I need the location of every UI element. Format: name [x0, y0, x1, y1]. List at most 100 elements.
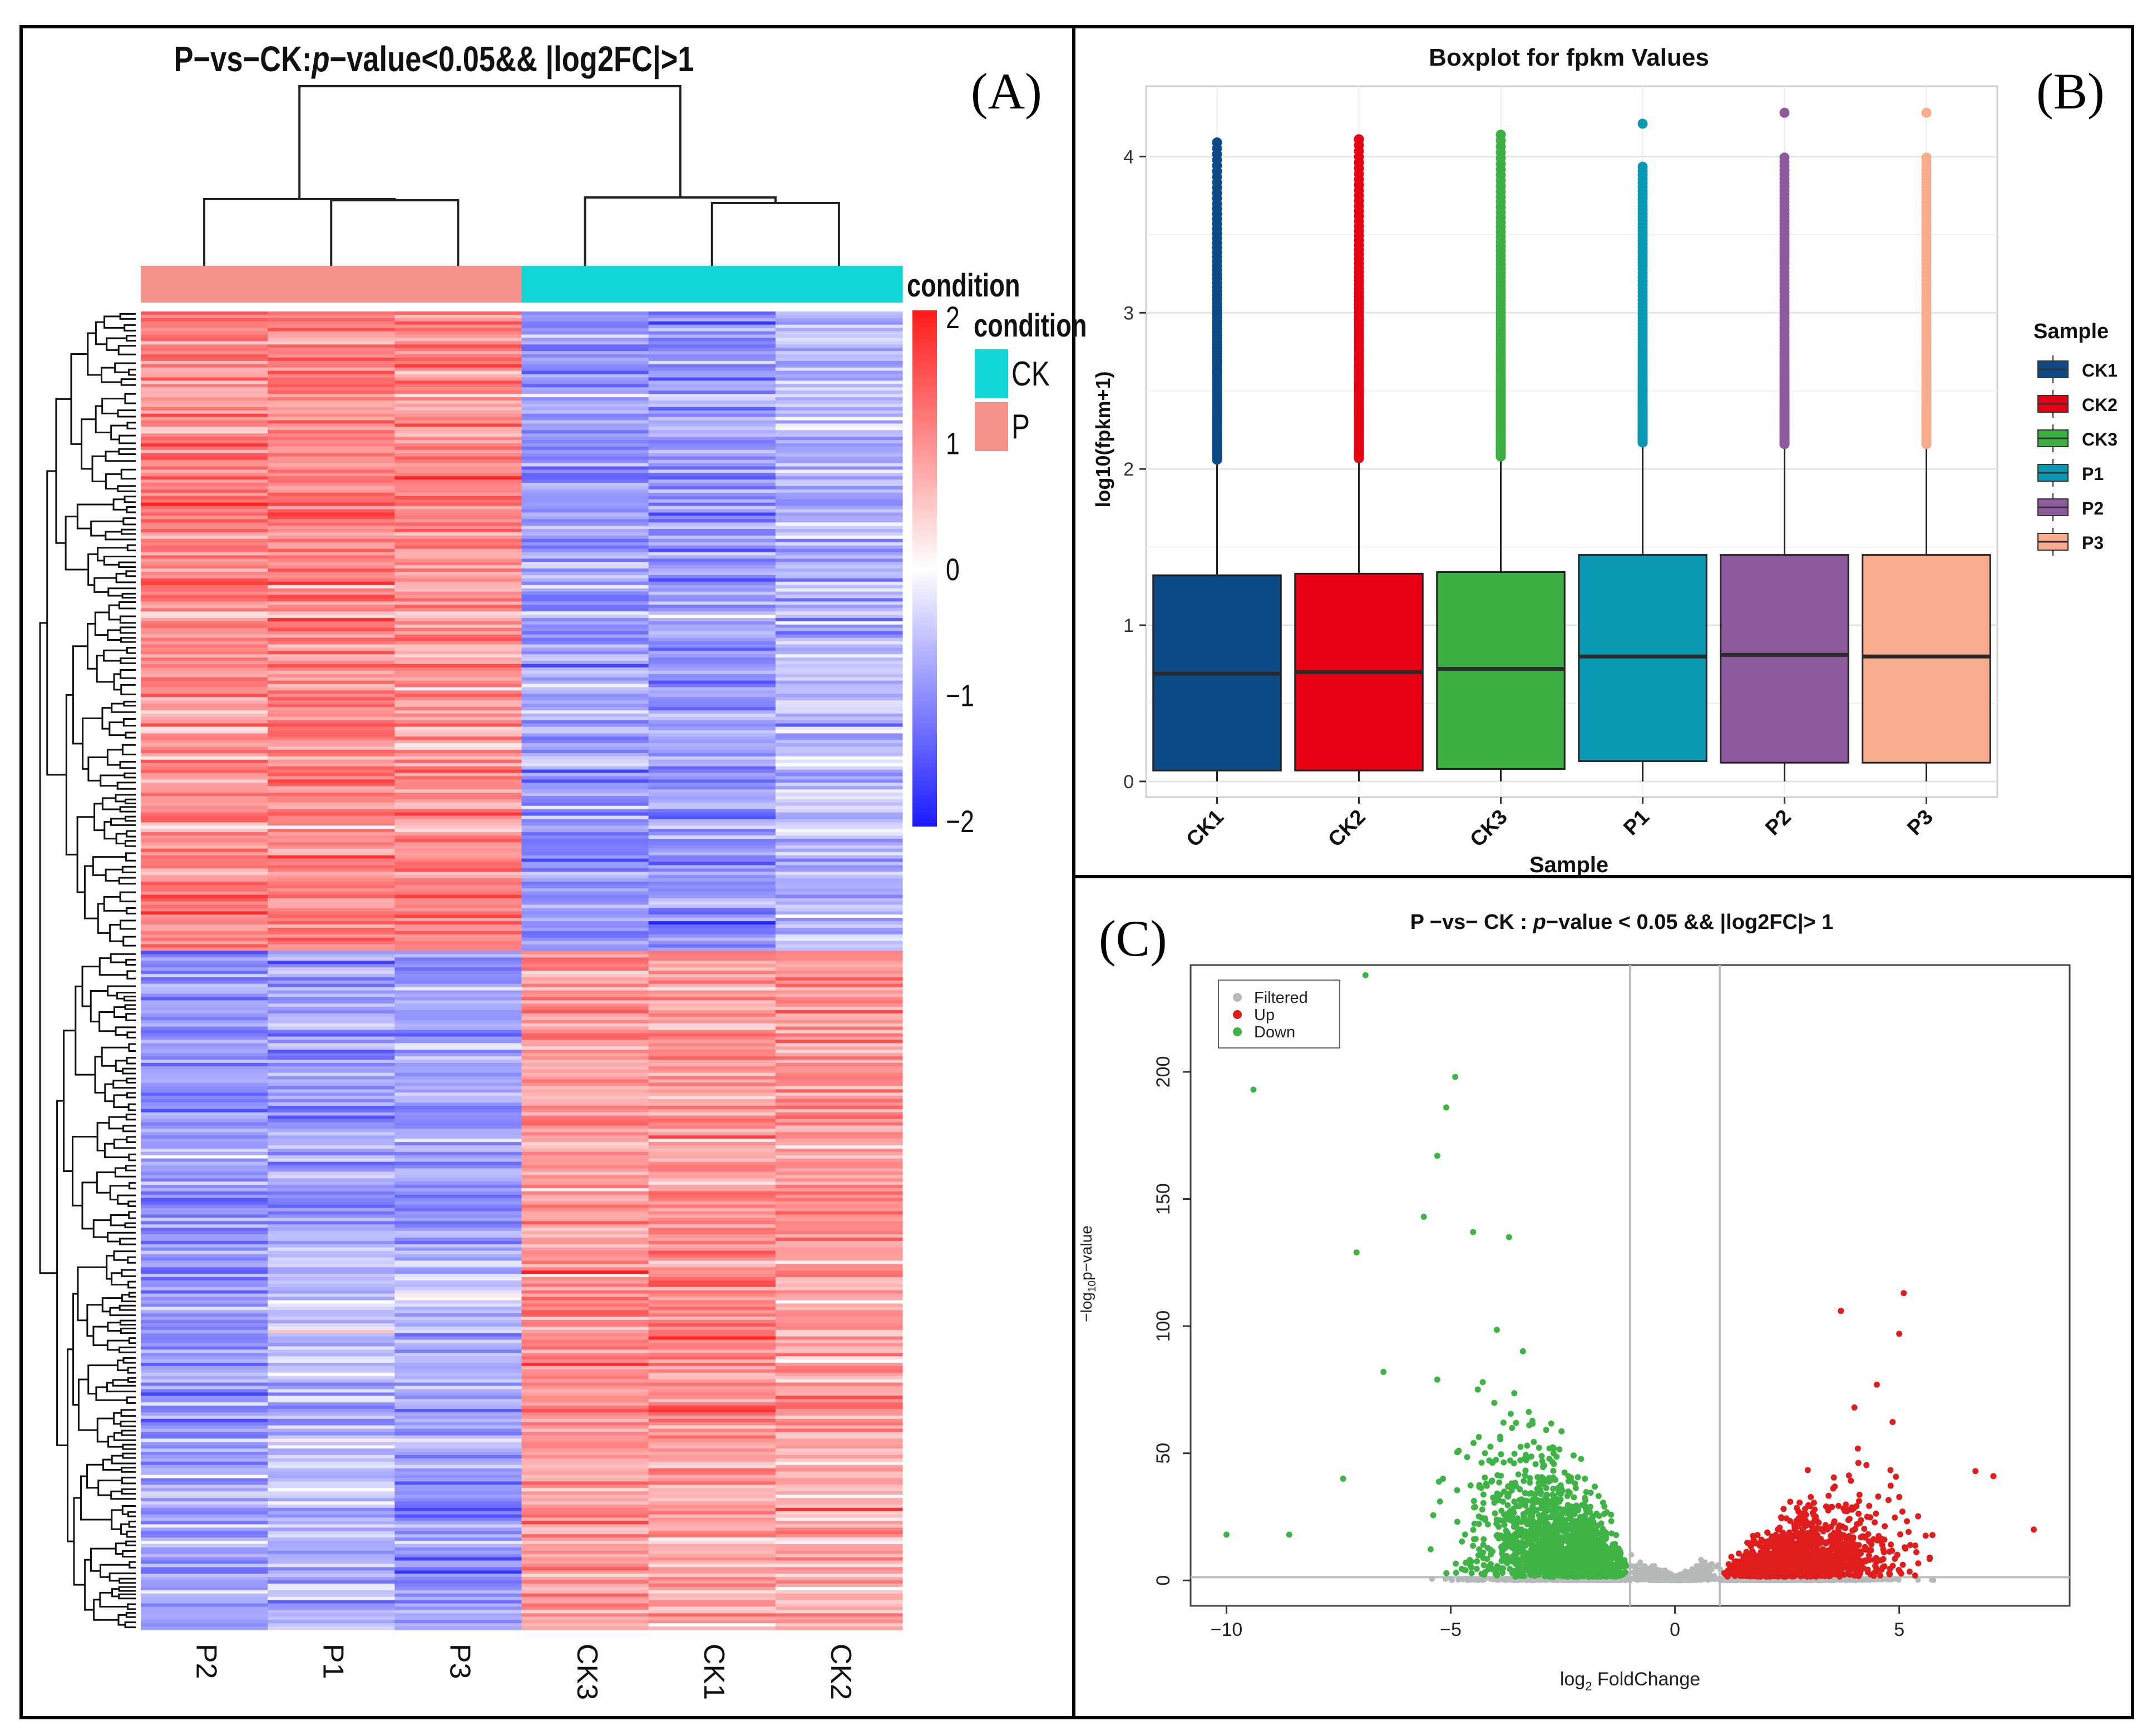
heatmap-cell	[648, 783, 776, 787]
heatmap-cell	[268, 687, 395, 691]
row-dendrogram-branch	[121, 1269, 136, 1277]
heatmap-cell	[141, 664, 268, 668]
heatmap-cell	[521, 552, 649, 556]
heatmap-cell	[394, 374, 522, 378]
heatmap-cell	[648, 684, 776, 688]
heatmap-cell	[394, 1418, 522, 1423]
heatmap-cell	[141, 964, 268, 968]
heatmap-cell	[775, 664, 903, 668]
heatmap-cell	[648, 1221, 776, 1225]
heatmap-cell	[141, 1586, 268, 1591]
heatmap-cell	[141, 1096, 268, 1100]
heatmap-cell	[775, 443, 903, 447]
row-dendrogram-branch	[128, 1153, 136, 1161]
heatmap-cell	[648, 977, 776, 981]
heatmap-cell	[521, 512, 649, 516]
heatmap-cell	[268, 957, 395, 961]
row-dendrogram-branch	[125, 1013, 136, 1021]
heatmap-cell	[775, 1363, 903, 1367]
heatmap-cell	[648, 1016, 776, 1021]
row-dendrogram-branch	[101, 367, 122, 383]
heatmap-cell	[268, 845, 395, 849]
heatmap-cell	[775, 720, 903, 724]
heatmap-cell	[521, 334, 649, 338]
heatmap-cell	[648, 403, 776, 408]
heatmap-cell	[648, 888, 776, 892]
row-dendrogram-branch	[83, 865, 98, 919]
heatmap-cell	[648, 1122, 776, 1126]
heatmap-cell	[521, 367, 649, 372]
heatmap-cell	[775, 756, 903, 760]
heatmap-cell	[268, 977, 395, 981]
heatmap-cell	[648, 690, 776, 694]
heatmap-cell	[394, 891, 522, 896]
heatmap-cell	[268, 815, 395, 820]
heatmap-cell	[775, 538, 903, 543]
heatmap-cell	[521, 1076, 649, 1080]
heatmap-cell	[775, 413, 903, 418]
heatmap-cell	[648, 1023, 776, 1027]
heatmap-cell	[394, 924, 522, 928]
row-dendrogram-branch	[126, 1092, 136, 1099]
heatmap-cell	[521, 526, 649, 530]
row-dendrogram-branch	[122, 517, 136, 526]
heatmap-cell	[521, 713, 649, 718]
heatmap-cell	[394, 459, 522, 464]
row-dendrogram-branch	[122, 1067, 136, 1075]
heatmap-cell	[394, 1016, 522, 1021]
heatmap-cell	[141, 1343, 268, 1347]
heatmap-cell	[268, 1099, 395, 1103]
row-dendrogram-branch	[126, 506, 136, 513]
heatmap-cell	[268, 1511, 395, 1515]
heatmap-cell	[775, 1438, 903, 1442]
heatmap-cell	[775, 1517, 903, 1522]
heatmap-cell	[775, 1178, 903, 1182]
heatmap-cell	[268, 1221, 395, 1225]
heatmap-cell	[521, 1438, 649, 1442]
heatmap-cell	[648, 535, 776, 540]
heatmap-cell	[268, 835, 395, 839]
heatmap-cell	[521, 1260, 649, 1264]
heatmap-cell	[394, 1007, 522, 1011]
volcano-point-filtered	[1698, 1556, 1704, 1562]
heatmap-cell	[648, 348, 776, 352]
row-dendrogram-branch	[124, 1222, 136, 1229]
heatmap-cell	[141, 954, 268, 958]
heatmap-cell	[648, 1204, 776, 1209]
heatmap-cell	[268, 825, 395, 829]
heatmap-cell	[394, 862, 522, 865]
heatmap-cell	[648, 1069, 776, 1074]
heatmap-cell	[394, 1386, 522, 1390]
heatmap-cell	[775, 786, 903, 790]
heatmap-cell	[521, 1379, 649, 1383]
heatmap-cell	[394, 697, 522, 701]
heatmap-cell	[521, 1283, 649, 1288]
row-dendrogram-branch	[125, 1612, 136, 1618]
heatmap-cell	[141, 1062, 268, 1067]
heatmap-cell	[521, 1544, 649, 1548]
heatmap-cell	[521, 1448, 649, 1452]
heatmap-cell	[394, 1514, 522, 1519]
heatmap-cell	[268, 1043, 395, 1047]
color-scale-tick-label: −2	[946, 804, 974, 839]
heatmap-cell	[141, 884, 268, 889]
heatmap-cell	[394, 687, 522, 691]
heatmap-cell	[775, 1040, 903, 1043]
heatmap-cell	[141, 901, 268, 906]
heatmap-cell	[775, 947, 903, 952]
heatmap-cell	[268, 644, 395, 648]
heatmap-cell	[775, 1567, 903, 1571]
heatmap-cell	[394, 1507, 522, 1512]
heatmap-cell	[394, 341, 522, 345]
heatmap-cell	[268, 506, 395, 510]
heatmap-cell	[268, 496, 395, 500]
heatmap-cell	[268, 914, 395, 918]
heatmap-cell	[521, 1554, 649, 1558]
heatmap-cell	[141, 750, 268, 754]
heatmap-cell	[268, 1020, 395, 1024]
heatmap-cell	[775, 733, 903, 737]
heatmap-cell	[521, 1606, 649, 1611]
heatmap-cell	[775, 1033, 903, 1037]
heatmap-cell	[141, 908, 268, 912]
heatmap-cell	[141, 776, 268, 780]
